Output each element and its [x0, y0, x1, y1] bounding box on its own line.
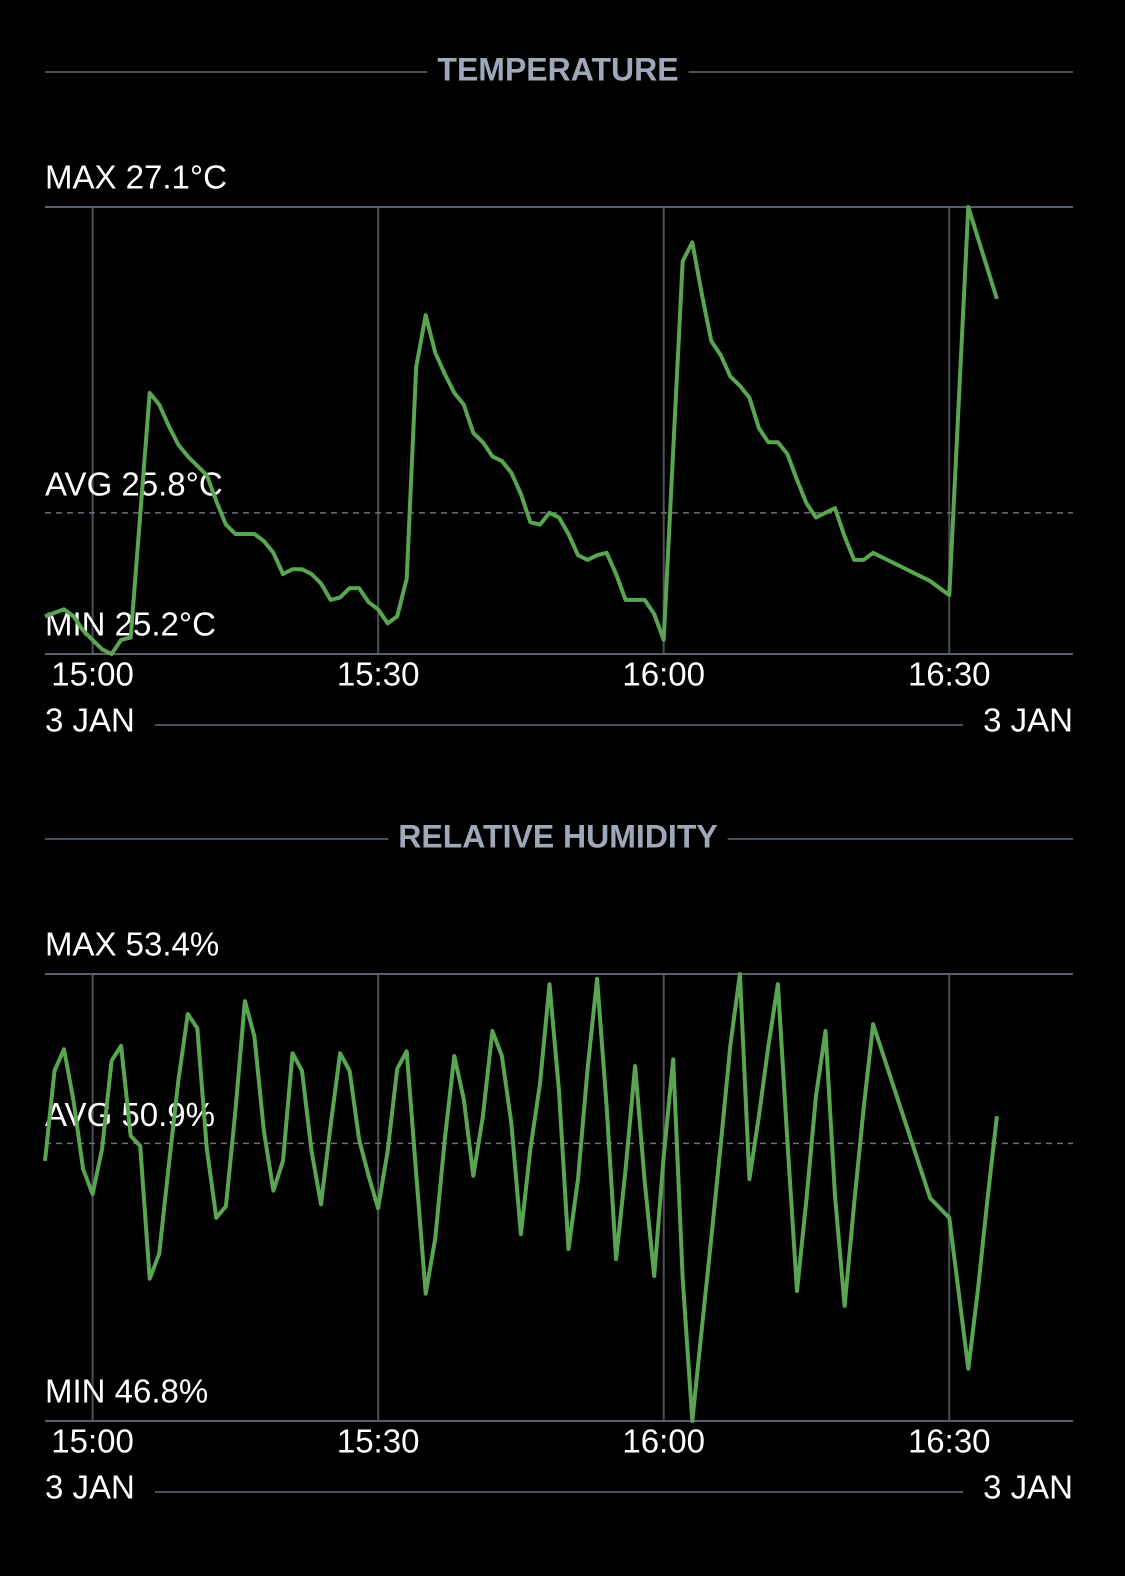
x-tick-label: 15:30 [337, 1423, 420, 1460]
y-tick-label: MIN 46.8% [45, 1373, 208, 1410]
y-tick-label: MAX 53.4% [45, 926, 219, 963]
average-label: AVG 25.8°C [45, 466, 223, 503]
date-label: 3 JAN [45, 702, 135, 739]
x-tick-label: 15:00 [51, 656, 134, 693]
x-tick-label: 16:00 [622, 1423, 705, 1460]
x-tick-label: 16:00 [622, 656, 705, 693]
chart-title: RELATIVE HUMIDITY [398, 818, 717, 854]
x-tick-label: 15:00 [51, 1423, 134, 1460]
y-tick-label: MAX 27.1°C [45, 159, 227, 196]
chart-title: TEMPERATURE [437, 51, 678, 87]
x-tick-label: 16:30 [908, 656, 991, 693]
date-label: 3 JAN [983, 1469, 1073, 1506]
data-line [43, 972, 999, 1423]
date-label: 3 JAN [45, 1469, 135, 1506]
x-tick-label: 16:30 [908, 1423, 991, 1460]
data-line [44, 205, 999, 656]
date-label: 3 JAN [983, 702, 1073, 739]
x-tick-label: 15:30 [337, 656, 420, 693]
